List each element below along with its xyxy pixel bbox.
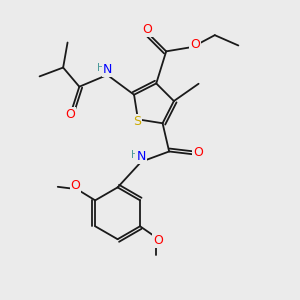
Text: O: O <box>153 235 163 248</box>
Text: S: S <box>134 115 141 128</box>
Text: O: O <box>142 23 152 36</box>
Text: H: H <box>97 63 105 74</box>
Text: H: H <box>130 150 138 160</box>
Text: O: O <box>66 108 75 121</box>
Text: O: O <box>70 179 80 192</box>
Text: O: O <box>190 38 200 50</box>
Text: O: O <box>193 146 202 159</box>
Text: N: N <box>103 63 112 76</box>
Text: N: N <box>136 150 146 163</box>
